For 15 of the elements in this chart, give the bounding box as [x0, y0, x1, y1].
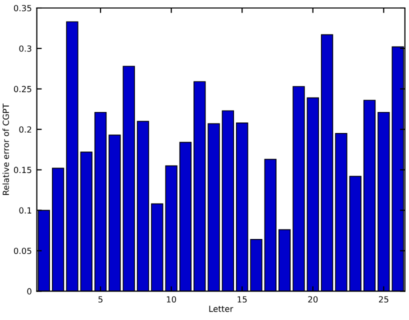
x-axis-title: Letter [209, 306, 234, 312]
y-tick-label: 0.2 [19, 126, 32, 133]
y-tick-label: 0.35 [14, 4, 32, 12]
x-tick-label: 25 [378, 296, 388, 303]
x-tick-label: 10 [166, 296, 176, 303]
x-tick-label: 20 [308, 296, 318, 303]
x-tick-label: 5 [98, 296, 102, 303]
x-tick-label: 15 [238, 296, 247, 303]
y-tick-label: 0 [27, 288, 32, 294]
y-tick-label: 0.25 [14, 86, 32, 92]
y-tick-label: 0.1 [19, 207, 32, 214]
y-tick-label: 0.05 [14, 248, 32, 254]
y-tick-label: 0.15 [14, 166, 32, 174]
y-axis-title: Relative error of CGPT [2, 104, 9, 195]
y-tick-label: 0.3 [19, 45, 32, 52]
